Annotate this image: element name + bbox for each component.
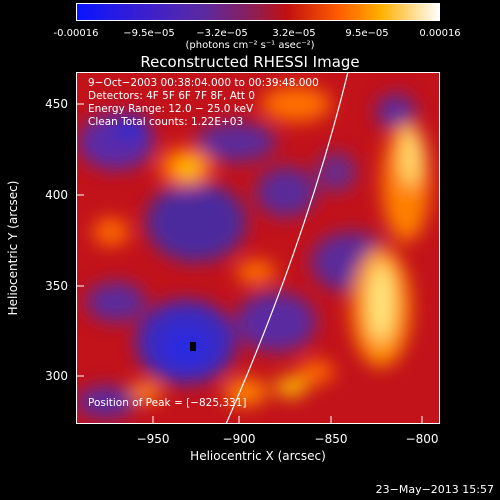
detectors-info: Detectors: 4F 5F 6F 7F 8F, Att 0 <box>88 90 255 102</box>
x-tick: −850 <box>314 432 348 446</box>
x-axis-label: Heliocentric X (arcsec) <box>190 449 326 463</box>
colorbar-tick: −3.2e−05 <box>196 28 248 39</box>
energy-range: Energy Range: 12.0 − 25.0 keV <box>88 103 254 115</box>
colorbar-tick: 0.00016 <box>419 28 461 39</box>
solar-limb-line <box>225 72 349 424</box>
image-title: Reconstructed RHESSI Image <box>140 53 360 71</box>
colorbar <box>76 3 440 21</box>
y-tick: 350 <box>45 279 68 293</box>
colorbar-tick: -0.00016 <box>53 28 99 39</box>
y-tick: 400 <box>45 188 68 202</box>
colorbar-tick: 3.2e−05 <box>272 28 316 39</box>
clean-info: Clean Total counts: 1.22E+03 <box>88 116 244 128</box>
y-tick: 450 <box>45 97 68 111</box>
y-axis-label: Heliocentric Y (arcsec) <box>6 180 20 316</box>
peak-marker <box>190 342 196 351</box>
peak-position: Position of Peak = [−825,331] <box>88 397 247 409</box>
x-tick: −900 <box>222 432 256 446</box>
y-tick: 300 <box>45 369 68 383</box>
colorbar-tick: 9.5e−05 <box>345 28 389 39</box>
x-tick: −800 <box>405 432 439 446</box>
colorbar-tick: −9.5e−05 <box>123 28 175 39</box>
colorbar-units: (photons cm⁻² s⁻¹ asec⁻²) <box>185 40 315 51</box>
heatmap-svg <box>76 72 440 424</box>
timestamp: 23−May−2013 15:57 <box>375 483 494 496</box>
x-tick: −950 <box>136 432 170 446</box>
rhessi-image <box>76 72 440 424</box>
obs-time: 9−Oct−2003 00:38:04.000 to 00:39:48.000 <box>88 77 319 89</box>
